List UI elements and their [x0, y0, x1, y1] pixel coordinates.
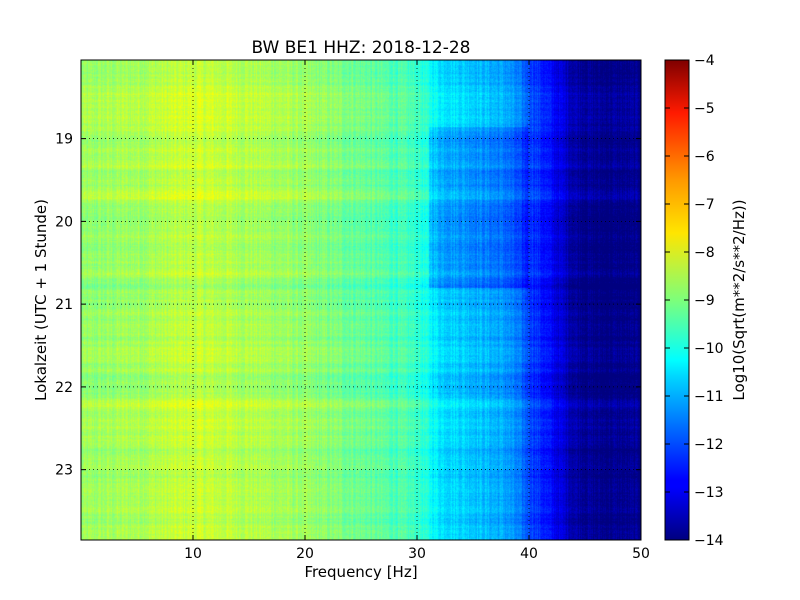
plot-frame: [80, 59, 642, 541]
x-tick-label: 50: [632, 546, 650, 562]
x-tick-label: 10: [184, 546, 202, 562]
x-tick-label: 40: [520, 546, 538, 562]
y-axis-label: Lokalzeit (UTC + 1 Stunde): [32, 199, 50, 401]
y-tick-label: 21: [55, 297, 73, 313]
colorbar-axis: −4 −5 −6 −7 −8 −9 −10 −11 −12 −13 −14: [665, 53, 724, 549]
colorbar-tick-label: −12: [694, 437, 724, 453]
x-axis: 10 20 30 40 50: [184, 60, 650, 562]
colorbar-tick-label: −11: [694, 389, 724, 405]
plot-area: [81, 60, 641, 540]
colorbar-tick-label: −5: [694, 101, 715, 117]
colorbar-tick-label: −4: [694, 53, 715, 69]
y-tick-label: 23: [55, 463, 73, 479]
colorbar-tick-label: −9: [694, 293, 715, 309]
x-tick-label: 20: [296, 546, 314, 562]
colorbar-tick-label: −13: [694, 485, 724, 501]
y-tick-label: 19: [55, 132, 73, 148]
colorbar-tick-label: −8: [694, 245, 715, 261]
colorbar-label: Log10(Sqrt(m**2/s**2/Hz)): [730, 199, 748, 400]
y-tick-label: 22: [55, 380, 73, 396]
colorbar-tick-label: −7: [694, 197, 715, 213]
spectrogram-image: [81, 60, 641, 540]
x-tick-label: 30: [408, 546, 426, 562]
y-axis: 19 20 21 22 23: [55, 132, 641, 479]
y-tick-label: 20: [55, 214, 73, 230]
colorbar-tick-label: −14: [694, 533, 724, 549]
grid-lines: [81, 60, 641, 540]
chart-title: BW BE1 HHZ: 2018-12-28: [251, 38, 470, 58]
colorbar-tick-label: −6: [694, 149, 715, 165]
colorbar-tick-label: −10: [694, 341, 724, 357]
x-axis-label: Frequency [Hz]: [304, 563, 417, 581]
